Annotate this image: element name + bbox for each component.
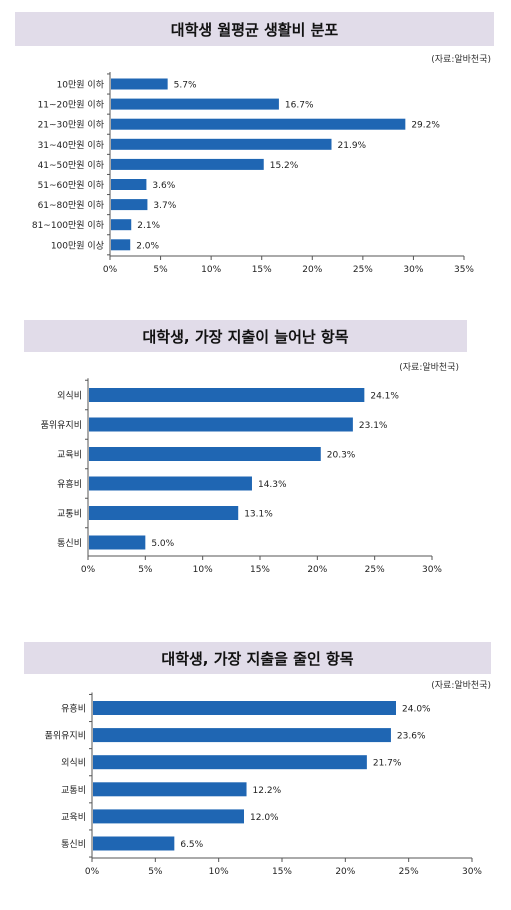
bar bbox=[93, 728, 391, 743]
bar bbox=[89, 535, 146, 550]
x-tick-label: 10% bbox=[201, 265, 221, 275]
bar bbox=[111, 138, 332, 150]
category-label: 품위유지비 bbox=[45, 731, 86, 742]
category-label: 유흥비 bbox=[61, 703, 86, 715]
category-label: 교육비 bbox=[61, 812, 86, 823]
category-label: 외식비 bbox=[61, 757, 86, 769]
data-label: 21.9% bbox=[338, 141, 367, 151]
bar bbox=[93, 836, 175, 851]
chart-source: (자료:알바천국) bbox=[431, 681, 491, 691]
chart-decreased-spending: 대학생, 가장 지출을 줄인 항목 (자료:알바천국) 0% 5% 10% 15% 20… bbox=[0, 610, 511, 910]
category-label: 51~60만원 이하 bbox=[38, 180, 105, 191]
chart-source: (자료:알바천국) bbox=[399, 363, 459, 373]
bar-chart: 0% 5% 10% 15% 20% 25% 30% 35% 10만원 이하 5.7% 11~20만원… bbox=[32, 71, 474, 275]
x-tick-label: 10% bbox=[193, 565, 213, 575]
x-tick-label: 25% bbox=[353, 265, 373, 275]
data-label: 5.7% bbox=[174, 81, 197, 91]
x-tick-label: 5% bbox=[153, 265, 168, 275]
chart-title: 대학생, 가장 지출을 줄인 항목 bbox=[24, 642, 491, 674]
x-tick-label: 15% bbox=[252, 265, 272, 275]
data-label: 23.1% bbox=[359, 421, 388, 431]
data-label: 3.6% bbox=[152, 181, 175, 191]
bar bbox=[93, 701, 396, 715]
data-label: 5.0% bbox=[151, 539, 174, 549]
data-label: 15.2% bbox=[270, 161, 299, 171]
data-label: 6.5% bbox=[180, 840, 203, 850]
bar bbox=[93, 782, 247, 797]
category-label: 41~50만원 이하 bbox=[38, 160, 105, 171]
x-tick-label: 25% bbox=[399, 867, 419, 877]
data-label: 2.0% bbox=[136, 241, 159, 251]
data-label: 14.3% bbox=[258, 480, 287, 490]
x-tick-label: 15% bbox=[250, 565, 270, 575]
category-label: 유흥비 bbox=[57, 478, 82, 490]
bar bbox=[93, 755, 367, 770]
bar bbox=[89, 447, 321, 461]
category-label: 100만원 이상 bbox=[51, 240, 104, 251]
x-tick-label: 10% bbox=[209, 867, 229, 877]
category-label: 61~80만원 이하 bbox=[38, 200, 105, 211]
data-label: 29.2% bbox=[411, 121, 440, 131]
bar bbox=[111, 239, 131, 251]
x-tick-label: 20% bbox=[335, 867, 355, 877]
category-label: 통신비 bbox=[57, 538, 82, 549]
category-label: 교통비 bbox=[61, 785, 86, 796]
bar bbox=[111, 78, 168, 90]
bar bbox=[111, 158, 264, 170]
data-label: 3.7% bbox=[153, 201, 176, 211]
bar bbox=[89, 417, 353, 432]
x-tick-label: 0% bbox=[81, 565, 96, 575]
category-label: 21~30만원 이하 bbox=[38, 120, 105, 131]
category-label: 통신비 bbox=[61, 839, 86, 850]
x-tick-label: 0% bbox=[85, 867, 100, 877]
x-tick-label: 30% bbox=[462, 867, 482, 877]
x-tick-label: 0% bbox=[103, 265, 118, 275]
data-label: 24.0% bbox=[402, 705, 431, 715]
data-label: 21.7% bbox=[373, 759, 402, 769]
category-label: 81~100만원 이하 bbox=[32, 220, 105, 231]
data-label: 24.1% bbox=[370, 392, 399, 402]
x-tick-label: 20% bbox=[307, 565, 327, 575]
x-tick-label: 5% bbox=[138, 565, 153, 575]
data-label: 13.1% bbox=[244, 510, 273, 520]
x-tick-label: 30% bbox=[403, 265, 423, 275]
bar-chart: 0% 5% 10% 15% 20% 25% 30% 외식비 24.1% 품위유지비 23.1% 교육비… bbox=[41, 378, 442, 575]
x-tick-label: 30% bbox=[422, 565, 442, 575]
data-label: 23.6% bbox=[397, 732, 426, 742]
x-tick-label: 5% bbox=[148, 867, 163, 877]
category-label: 10만원 이하 bbox=[57, 80, 105, 91]
bar bbox=[111, 118, 406, 130]
chart-living-cost: 대학생 월평균 생활비 분포 (자료:알바천국) 0% 5% 10% 15% 20% 25… bbox=[0, 0, 511, 300]
data-label: 2.1% bbox=[137, 221, 160, 231]
category-label: 교통비 bbox=[57, 509, 82, 520]
data-label: 12.0% bbox=[250, 813, 279, 823]
data-label: 20.3% bbox=[327, 451, 356, 461]
x-tick-label: 15% bbox=[272, 867, 292, 877]
chart-increased-spending: 대학생, 가장 지출이 늘어난 항목 (자료:알바천국) 0% 5% 10% 15% 2… bbox=[0, 300, 511, 610]
bar bbox=[111, 179, 147, 190]
bar bbox=[111, 98, 279, 110]
category-label: 31~40만원 이하 bbox=[38, 140, 105, 151]
bar bbox=[89, 388, 365, 402]
category-label: 외식비 bbox=[57, 390, 82, 402]
category-label: 교육비 bbox=[57, 450, 82, 461]
bar bbox=[93, 809, 244, 824]
x-tick-label: 35% bbox=[454, 265, 474, 275]
data-label: 12.2% bbox=[253, 786, 282, 796]
chart-title: 대학생 월평균 생활비 분포 bbox=[15, 12, 494, 46]
data-label: 16.7% bbox=[285, 101, 314, 111]
bar bbox=[89, 476, 252, 491]
category-label: 품위유지비 bbox=[41, 420, 82, 431]
category-label: 11~20만원 이하 bbox=[38, 100, 105, 111]
bar-chart: 0% 5% 10% 15% 20% 25% 30% 유흥비 24.0% 품위유지비 23.6% 외식비… bbox=[45, 692, 482, 877]
x-tick-label: 25% bbox=[365, 565, 385, 575]
bar bbox=[111, 219, 132, 231]
bar bbox=[89, 506, 239, 520]
chart-title: 대학생, 가장 지출이 늘어난 항목 bbox=[24, 320, 467, 352]
x-tick-label: 20% bbox=[302, 265, 322, 275]
chart-source: (자료:알바천국) bbox=[431, 55, 491, 65]
bar bbox=[111, 199, 148, 211]
